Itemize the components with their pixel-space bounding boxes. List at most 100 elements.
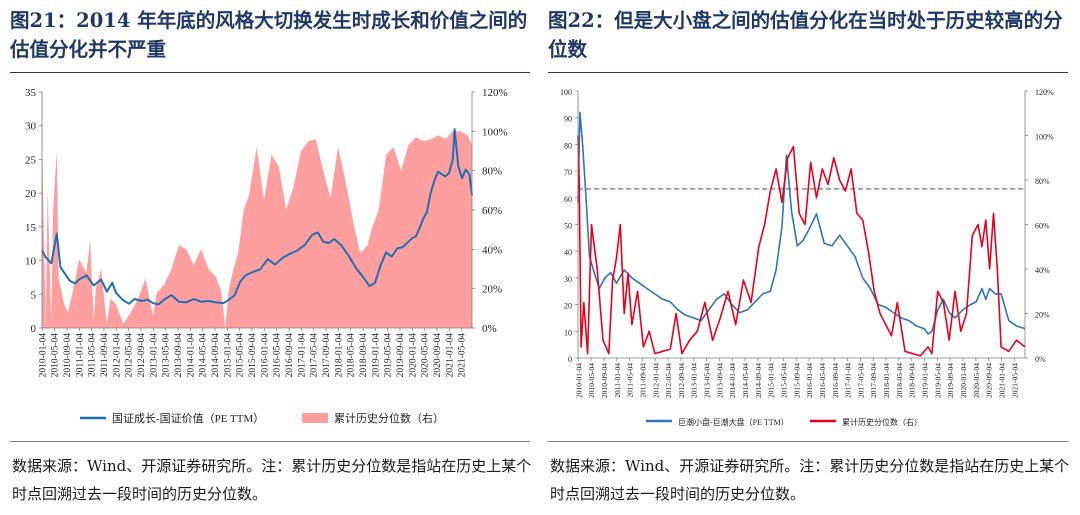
left-y-left-label-2: 10	[25, 256, 37, 268]
left-x-tick-label-24: 2018-01-04	[334, 333, 344, 378]
right-x-tick-label-1: 2010-05-04	[587, 363, 596, 398]
left-x-tick-label-1: 2010-05-04	[51, 333, 61, 378]
left-x-tick-label-25: 2018-05-04	[347, 333, 357, 378]
right-x-tick-label-6: 2012-01-04	[651, 363, 660, 398]
source-note-right: 数据来源：Wind、开源证券研究所。注：累计历史分位数是指站在历史上某个时点回溯…	[550, 457, 1070, 503]
right-x-tick-label-33: 2021-01-04	[997, 363, 1006, 398]
right-series-line-0	[577, 111, 1026, 335]
left-series-area-1	[42, 131, 472, 328]
right-x-tick-label-11: 2013-09-04	[715, 363, 724, 398]
right-y-left-label-5: 50	[564, 222, 572, 231]
chart-panel-right: 图22：但是大小盘之间的估值分化在当时处于历史较高的分位数 0 10 20 30 40 5…	[548, 0, 1076, 515]
right-x-tick-label-4: 2011-05-04	[626, 363, 635, 398]
right-x-tick-label-30: 2020-01-04	[959, 363, 968, 398]
right-y-right-label-0: 0%	[1035, 355, 1046, 364]
left-x-tick-label-34: 2021-05-04	[458, 333, 468, 378]
left-y-left-label-3: 15	[25, 222, 37, 234]
right-x-tick-label-0: 2010-01-04	[574, 363, 583, 398]
left-x-tick-label-8: 2012-09-04	[137, 333, 147, 378]
right-x-tick-label-31: 2020-05-04	[972, 363, 981, 398]
left-x-tick-label-23: 2017-09-04	[322, 333, 332, 378]
left-x-tick-label-12: 2014-01-04	[186, 333, 196, 378]
title-divider-left	[10, 72, 530, 73]
left-y-left-label-4: 20	[25, 188, 37, 200]
left-x-tick-label-20: 2016-09-04	[285, 333, 295, 378]
left-legend-swatch-1	[302, 413, 328, 423]
left-x-tick-label-27: 2019-01-04	[371, 333, 381, 378]
right-series-line-1	[577, 135, 1026, 357]
left-x-tick-label-22: 2017-05-04	[310, 333, 320, 378]
right-x-tick-label-3: 2011-01-04	[613, 363, 622, 398]
left-x-tick-label-11: 2013-09-04	[174, 333, 184, 378]
right-y-left-label-2: 20	[564, 302, 572, 311]
right-x-tick-label-25: 2018-05-04	[895, 363, 904, 398]
left-y-left-label-0: 0	[31, 323, 37, 335]
right-x-tick-label-34: 2021-05-04	[1010, 363, 1019, 398]
left-legend-label-0: 国证成长-国证价值（PE TTM）	[112, 412, 264, 425]
right-x-tick-label-24: 2018-01-04	[882, 363, 891, 398]
right-x-tick-label-22: 2017-05-04	[856, 363, 865, 398]
right-x-tick-label-12: 2014-01-04	[728, 363, 737, 398]
right-y-right-label-4: 80%	[1035, 177, 1050, 186]
left-x-tick-label-7: 2012-05-04	[125, 333, 135, 378]
right-x-tick-label-21: 2017-01-04	[844, 363, 853, 398]
chart-title-left: 图21：2014 年年底的风格大切换发生时成长和价值之间的估值分化并不严重	[10, 9, 528, 61]
right-x-tick-label-7: 2012-05-04	[664, 363, 673, 398]
right-x-tick-label-9: 2013-01-04	[690, 363, 699, 398]
right-x-tick-label-19: 2016-05-04	[818, 363, 827, 398]
source-divider-left	[10, 441, 530, 442]
right-y-right-label-5: 100%	[1035, 133, 1054, 142]
chart-title-right: 图22：但是大小盘之间的估值分化在当时处于历史较高的分位数	[548, 9, 1063, 61]
left-y-right-label-2: 40%	[482, 244, 502, 256]
left-x-tick-label-4: 2011-05-04	[88, 333, 98, 377]
right-legend-label-0: 巨潮小盘-巨潮大盘（PE TTM）	[678, 417, 789, 427]
left-y-right-label-1: 20%	[482, 284, 502, 296]
right-y-left-label-4: 40	[564, 248, 572, 257]
right-y-left-label-10: 100	[560, 88, 572, 97]
right-x-tick-label-10: 2013-05-04	[703, 363, 712, 398]
left-x-tick-label-13: 2014-05-04	[199, 333, 209, 378]
left-y-right-label-0: 0%	[482, 323, 497, 335]
right-y-right-label-1: 20%	[1035, 311, 1050, 320]
left-y-left-label-5: 25	[25, 154, 37, 166]
left-x-tick-label-17: 2015-09-04	[248, 333, 258, 378]
right-y-left-label-1: 10	[564, 328, 572, 337]
right-x-tick-label-23: 2017-09-04	[869, 363, 878, 398]
left-y-right-label-4: 80%	[482, 166, 502, 178]
left-y-right-label-5: 100%	[482, 126, 508, 138]
right-y-left-label-0: 0	[568, 355, 572, 364]
right-x-tick-label-13: 2014-05-04	[741, 363, 750, 398]
right-x-tick-label-29: 2019-09-04	[946, 363, 955, 398]
right-x-tick-label-16: 2015-05-04	[779, 363, 788, 398]
left-x-tick-label-21: 2017-01-04	[297, 333, 307, 378]
left-series-line-0	[41, 128, 473, 306]
right-y-left-label-6: 60	[564, 195, 572, 204]
chart-right: 0 10 20 30 40 50 60 70 80 90 100 0% 20% 40% 60% 80% 100%…	[560, 88, 1054, 427]
left-x-tick-label-16: 2015-05-04	[236, 333, 246, 378]
left-y-right-label-3: 60%	[482, 205, 502, 217]
left-legend-label-1: 累计历史分位数（右）	[334, 411, 444, 425]
left-x-tick-label-31: 2020-05-04	[421, 333, 431, 378]
left-y-left-label-7: 35	[25, 87, 37, 99]
right-x-tick-label-2: 2010-09-04	[600, 363, 609, 398]
left-x-tick-label-18: 2016-01-04	[260, 333, 270, 378]
left-x-tick-label-0: 2010-01-04	[38, 333, 48, 378]
left-x-tick-label-29: 2019-09-04	[396, 333, 406, 378]
title-divider-right	[548, 72, 1068, 73]
right-x-tick-label-14: 2014-09-04	[754, 363, 763, 398]
right-y-right-label-2: 40%	[1035, 266, 1050, 275]
right-legend-label-1: 累计历史分位数（右）	[842, 417, 922, 427]
left-x-tick-label-15: 2015-01-04	[223, 333, 233, 378]
right-x-tick-label-28: 2019-05-04	[933, 363, 942, 398]
right-y-left-label-8: 80	[564, 141, 572, 150]
left-x-tick-label-30: 2020-01-04	[408, 333, 418, 378]
left-y-left-label-6: 30	[25, 121, 37, 133]
left-x-tick-label-3: 2011-01-04	[75, 333, 85, 377]
left-x-tick-label-28: 2019-05-04	[384, 333, 394, 378]
right-y-right-label-6: 120%	[1035, 88, 1054, 97]
right-x-tick-label-18: 2016-01-04	[805, 363, 814, 398]
left-x-tick-label-33: 2021-01-04	[445, 333, 455, 378]
right-x-tick-label-32: 2020-09-04	[985, 363, 994, 398]
left-x-tick-label-32: 2020-09-04	[433, 333, 443, 378]
right-y-left-label-7: 70	[564, 168, 572, 177]
